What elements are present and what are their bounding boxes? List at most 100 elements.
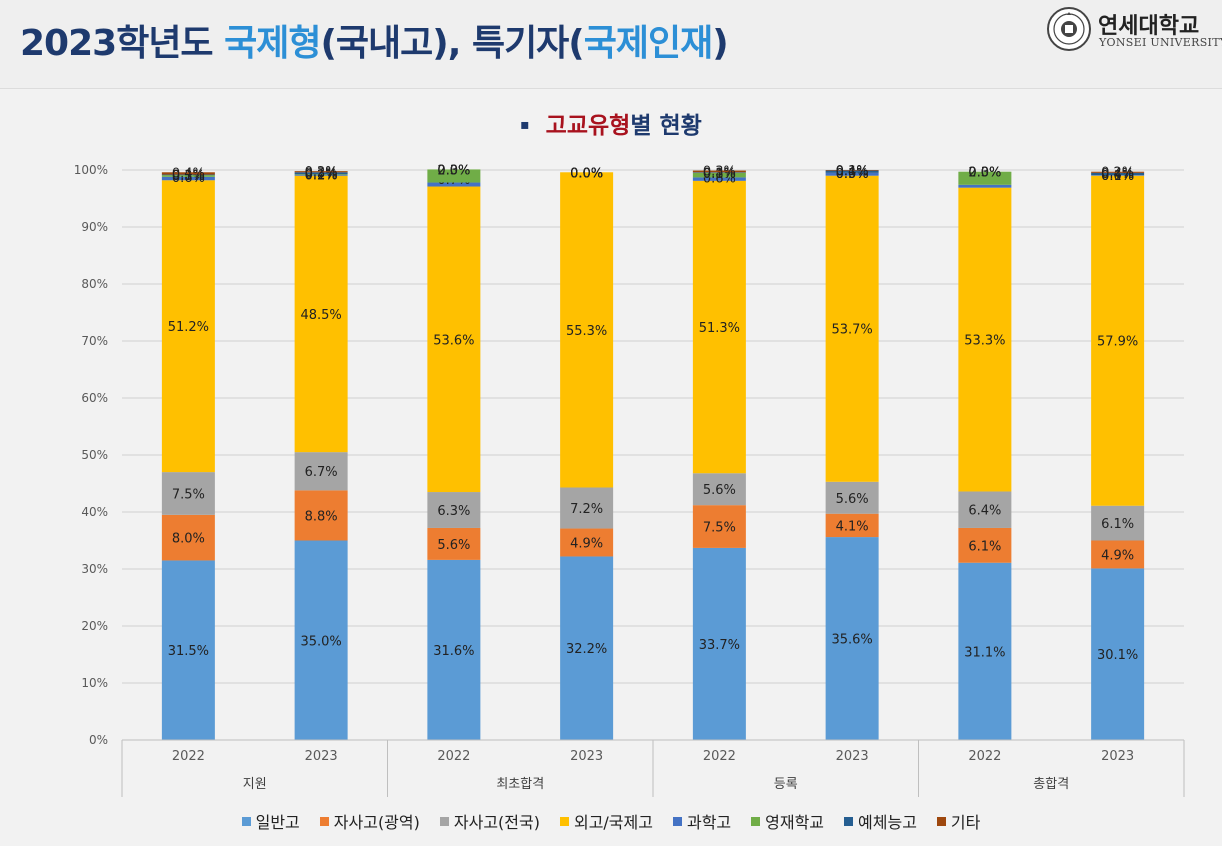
data-label: 0.1%: [703, 166, 736, 181]
data-label: 53.7%: [831, 323, 872, 338]
bar-segment: [427, 492, 481, 528]
data-label: 35.0%: [300, 634, 341, 649]
bar-segment: [692, 172, 746, 173]
data-label: 0.4%: [172, 166, 205, 181]
data-label: 0.0%: [570, 166, 603, 181]
bar-segment: [427, 527, 481, 560]
bar-segment: [692, 180, 746, 474]
bar-segment: [692, 473, 746, 506]
y-tick-label: 40%: [81, 505, 108, 519]
x-tick-label: 2023: [570, 749, 603, 764]
bar-segment: [692, 547, 746, 740]
legend-swatch: [559, 816, 569, 826]
y-tick-label: 0%: [89, 733, 108, 747]
y-tick-label: 80%: [81, 277, 108, 291]
legend-label: 외고/국제고: [573, 813, 653, 832]
bar-segment: [1091, 172, 1145, 176]
bar-segment: [294, 172, 348, 174]
x-tick-label: 2023: [1101, 749, 1134, 764]
bar-segment: [958, 171, 1012, 185]
data-label: 31.6%: [433, 644, 474, 659]
data-label: 0.0%: [968, 166, 1001, 181]
legend-label: 일반고: [255, 813, 300, 832]
legend-item: 외고/국제고: [559, 809, 653, 833]
bar-segment: [692, 177, 746, 181]
y-tick-label: 60%: [81, 391, 108, 405]
university-seal-icon: [1047, 7, 1091, 51]
legend-item: 기타: [936, 809, 981, 833]
bar-segment: [427, 169, 481, 183]
x-tick-label: 2022: [437, 749, 470, 764]
bar-segment: [161, 560, 215, 740]
y-tick-label: 90%: [81, 220, 108, 234]
legend-swatch: [319, 816, 329, 826]
data-label: 6.1%: [1101, 517, 1134, 532]
bar-segment: [560, 487, 614, 529]
legend-swatch: [439, 816, 449, 826]
bar-segment: [825, 175, 879, 482]
legend-label: 과학고: [686, 813, 732, 832]
x-tick-label: 2023: [836, 749, 869, 764]
legend-label: 예체능고: [858, 813, 917, 832]
bar-segment: [1091, 175, 1145, 506]
legend-swatch: [844, 816, 854, 826]
legend-swatch: [751, 816, 761, 826]
bar-segment: [958, 562, 1012, 740]
bar-segment: [161, 172, 215, 175]
bar-segment: [560, 172, 614, 488]
data-label: 0.2%: [1101, 166, 1134, 181]
data-label: 5.6%: [703, 483, 736, 498]
y-tick-label: 50%: [81, 448, 108, 462]
data-label: 57.9%: [1097, 335, 1138, 350]
bar-segment: [427, 559, 481, 740]
legend-item: 예체능고: [844, 809, 917, 833]
data-label: 51.2%: [168, 320, 209, 335]
title-highlight-international: 국제형: [224, 23, 321, 64]
data-label: 30.1%: [1097, 648, 1138, 663]
legend-label: 자사고(전국): [453, 813, 540, 832]
data-label: 35.6%: [831, 633, 872, 648]
logo-subtitle: YONSEI UNIVERSITY: [1099, 36, 1222, 49]
y-tick-label: 10%: [81, 676, 108, 690]
bar-segment: [161, 175, 215, 177]
bar-segment: [294, 171, 348, 173]
group-label: 총합격: [1033, 777, 1069, 792]
slide-header: 2023학년도 국제형(국내고), 특기자(국제인재) 연세대학교 YONSEI…: [0, 0, 1222, 89]
group-label: 지원: [243, 777, 267, 792]
bar-segment: [161, 174, 215, 176]
legend-swatch: [936, 816, 946, 826]
data-label: 0.0%: [968, 166, 1001, 181]
bar-segment: [958, 491, 1012, 528]
group-label: 최초합격: [496, 777, 544, 792]
bar-segment: [1091, 171, 1145, 173]
bar-segment: [1091, 175, 1145, 176]
data-label: 0.0%: [570, 166, 603, 181]
bar-segment: [161, 514, 215, 561]
bar-segment: [560, 528, 614, 557]
data-label: 32.2%: [566, 642, 607, 657]
legend-label: 기타: [950, 813, 981, 832]
group-label: 등록: [774, 777, 798, 792]
bar-segment: [825, 481, 879, 514]
bar-segment: [427, 182, 481, 187]
bar-segment: [692, 505, 746, 548]
bar-segment: [692, 172, 746, 178]
bullet-icon: ▪: [520, 117, 530, 133]
subtitle-highlight: 고교유형: [545, 113, 631, 139]
legend-item: 일반고: [241, 809, 300, 833]
legend-label: 자사고(광역): [333, 813, 420, 832]
x-tick-label: 2022: [172, 749, 205, 764]
bar-segment: [294, 174, 348, 176]
bar-segment: [1091, 568, 1145, 740]
data-label: 5.6%: [437, 538, 470, 553]
data-label: 0.0%: [437, 163, 470, 178]
bar-segment: [958, 184, 1012, 188]
data-label: 2.3%: [968, 166, 1001, 181]
data-label: 0.2%: [305, 165, 338, 180]
data-label: 0.0%: [437, 163, 470, 178]
bar-segment: [825, 513, 879, 538]
legend-item: 자사고(광역): [319, 809, 420, 833]
y-tick-label: 20%: [81, 619, 108, 633]
data-label: 0.1%: [836, 164, 869, 179]
bar-segment: [161, 176, 215, 181]
